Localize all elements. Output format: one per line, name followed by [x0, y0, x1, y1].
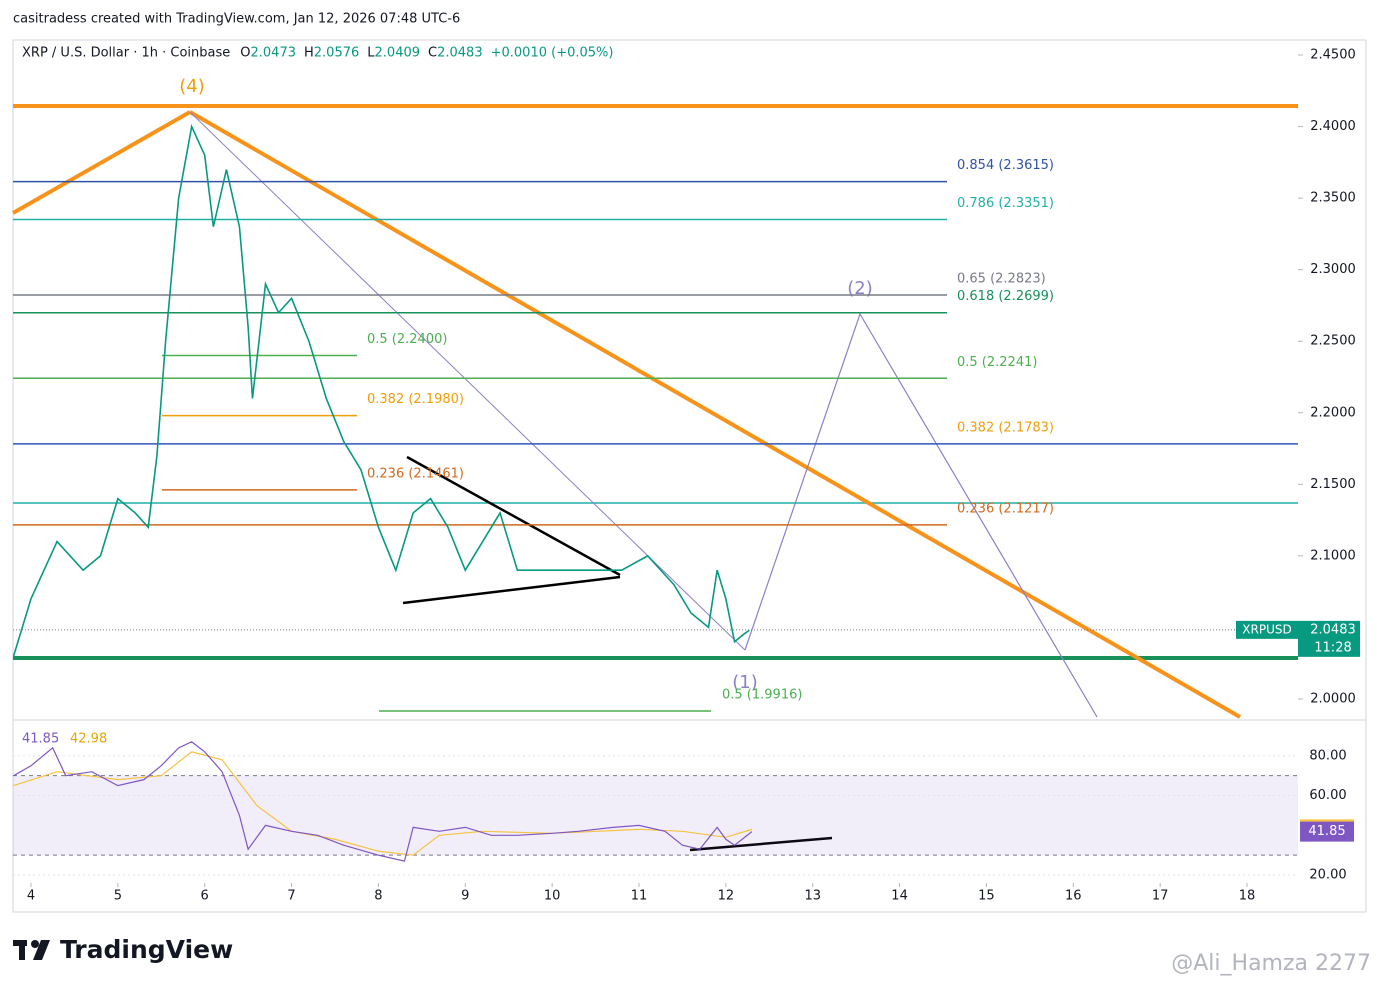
change: +0.0010 (+0.05%): [491, 46, 614, 61]
wave-label: (2): [847, 278, 873, 299]
x-tick-label: 13: [804, 889, 821, 904]
x-tick-label: 9: [461, 889, 469, 904]
triangle-line: [406, 455, 621, 577]
rsi-divergence-line: [689, 836, 833, 852]
triangle-line: [402, 575, 621, 605]
price-badge-name: XRPUSD: [1242, 622, 1291, 636]
x-tick-label: 6: [201, 889, 209, 904]
trend-line: [12, 110, 191, 215]
x-tick-label: 7: [287, 889, 295, 904]
fib-label: 0.5 (2.2241): [957, 355, 1037, 370]
rsi-tick-label: 60.00: [1309, 788, 1346, 803]
x-tick-label: 4: [27, 889, 35, 904]
price-badge: [1236, 620, 1298, 639]
rsi-band: [13, 775, 1298, 856]
x-tick-label: 16: [1065, 889, 1082, 904]
wave-label: (4): [179, 76, 205, 97]
rsi-line: [13, 741, 753, 862]
fib-label: 0.236 (2.1217): [957, 501, 1054, 516]
x-tick-label: 8: [374, 889, 382, 904]
y-tick-label: 2.2000: [1310, 405, 1356, 420]
ohlc-value: 2.0473: [251, 46, 297, 61]
rsi-badge-value: 41.85: [1308, 824, 1345, 839]
y-tick-label: 2.3000: [1310, 262, 1356, 277]
x-tick-label: 10: [544, 889, 561, 904]
price-badge-countdown: 11:28: [1314, 640, 1351, 655]
rsi-legend: 42.98: [70, 732, 107, 747]
fib-label: 0.382 (2.1783): [957, 420, 1054, 435]
symbol: XRP / U.S. Dollar · 1h · Coinbase: [22, 46, 230, 61]
x-tick-label: 17: [1152, 889, 1169, 904]
ohlc-value: 2.0483: [437, 46, 483, 61]
price-badge: [1298, 620, 1360, 657]
x-tick-label: 18: [1239, 889, 1256, 904]
y-tick-label: 2.0000: [1310, 691, 1356, 706]
wave-label: (1): [732, 672, 758, 693]
ohlc-label: O: [240, 46, 250, 61]
price-badge-value: 2.0483: [1310, 622, 1356, 637]
ohlc-label: H: [304, 46, 314, 61]
fib-label: 0.382 (2.1980): [367, 392, 464, 407]
y-tick-label: 2.3500: [1310, 191, 1356, 206]
credit: casitradess created with TradingView.com…: [13, 12, 460, 27]
x-tick-label: 5: [114, 889, 122, 904]
fib-label: 0.5 (2.2400): [367, 332, 447, 347]
trend-line: [189, 110, 1241, 719]
ohlc-label: L: [367, 46, 375, 61]
y-tick-label: 2.4500: [1310, 48, 1356, 63]
x-tick-label: 14: [891, 889, 908, 904]
fib-label: 0.854 (2.3615): [957, 158, 1054, 173]
chart-frame: [12, 39, 1367, 913]
fib-label: 0.236 (2.1461): [367, 466, 464, 481]
trend-line: [189, 111, 746, 651]
x-tick-label: 11: [631, 889, 648, 904]
legend: XRP / U.S. Dollar · 1h · Coinbase O 2.0473…: [22, 46, 613, 61]
fib-label: 0.65 (2.2823): [957, 272, 1046, 287]
ohlc-value: 2.0409: [375, 46, 421, 61]
ohlc-value: 2.0576: [314, 46, 360, 61]
fib-label: 0.786 (2.3351): [957, 196, 1054, 211]
x-tick-label: 12: [718, 889, 735, 904]
ohlc-label: C: [428, 46, 437, 61]
fib-label: 0.5 (1.9916): [722, 687, 802, 702]
rsi-legend: 41.85: [22, 732, 59, 747]
rsi-badge: [1300, 821, 1354, 842]
fib-label: 0.618 (2.2699): [957, 289, 1054, 304]
price-line: [12, 123, 750, 657]
logo: [13, 940, 50, 960]
projection-path: [744, 312, 1098, 718]
y-tick-label: 2.1500: [1310, 477, 1356, 492]
rsi-ma-line: [13, 751, 753, 856]
y-tick-label: 2.4000: [1310, 119, 1356, 134]
y-tick-label: 2.2500: [1310, 334, 1356, 349]
y-tick-label: 2.1000: [1310, 548, 1356, 563]
x-tick-label: 15: [978, 889, 995, 904]
watermark: @Ali_Hamza 2277: [1171, 951, 1371, 976]
rsi-tick-label: 80.00: [1309, 748, 1346, 763]
rsi-tick-label: 20.00: [1309, 868, 1346, 883]
logo-text: TradingView: [60, 935, 233, 964]
